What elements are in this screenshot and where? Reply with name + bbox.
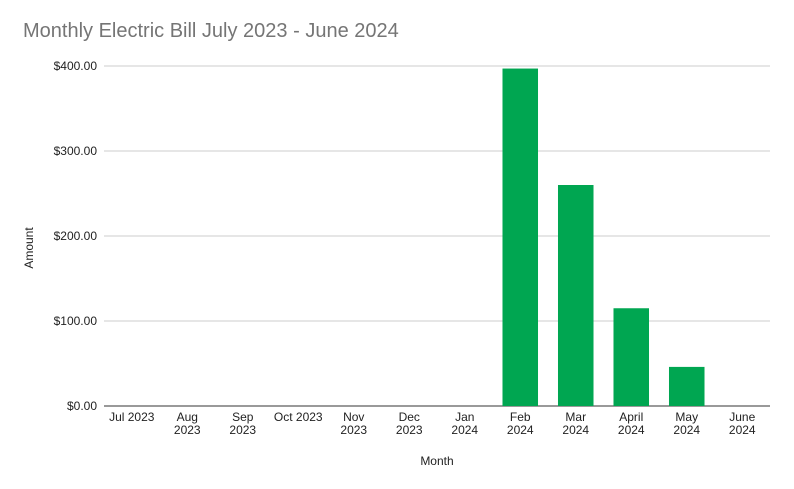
bar (668, 366, 705, 406)
x-tick-label: Jan 2024 (451, 410, 478, 437)
x-tick-label: May 2024 (673, 410, 700, 437)
y-axis-label: Amount (22, 227, 36, 269)
x-tick-label: Dec 2023 (396, 410, 423, 437)
bar (557, 185, 594, 406)
x-tick-label: Sep 2023 (229, 410, 256, 437)
y-axis-ticks: $0.00 $100.00 $200.00 $300.00 $400.00 (54, 59, 98, 413)
x-tick-label: April 2024 (618, 410, 645, 437)
x-tick-label: Oct 2023 (274, 410, 323, 424)
chart-title: Monthly Electric Bill July 2023 - June 2… (23, 20, 399, 42)
x-tick-label: Feb 2024 (507, 410, 534, 437)
x-tick-label: Jul 2023 (109, 410, 155, 424)
bars (502, 68, 705, 407)
y-tick-label: $200.00 (54, 229, 98, 243)
bar (613, 308, 650, 406)
x-axis-label: Month (420, 454, 453, 468)
y-tick-label: $100.00 (54, 314, 98, 328)
bar (502, 68, 539, 407)
x-tick-label: Nov 2023 (340, 410, 367, 437)
y-tick-label: $300.00 (54, 144, 98, 158)
x-tick-label: Aug 2023 (174, 410, 201, 437)
x-axis-ticks: Jul 2023 Aug 2023 Sep 2023 Oct 2023 Nov 2023 Dec… (109, 410, 756, 437)
y-tick-label: $400.00 (54, 59, 98, 73)
y-tick-label: $0.00 (67, 399, 97, 413)
grid-lines (104, 65, 770, 407)
x-tick-label: Mar 2024 (562, 410, 589, 437)
x-tick-label: June 2024 (729, 410, 756, 437)
